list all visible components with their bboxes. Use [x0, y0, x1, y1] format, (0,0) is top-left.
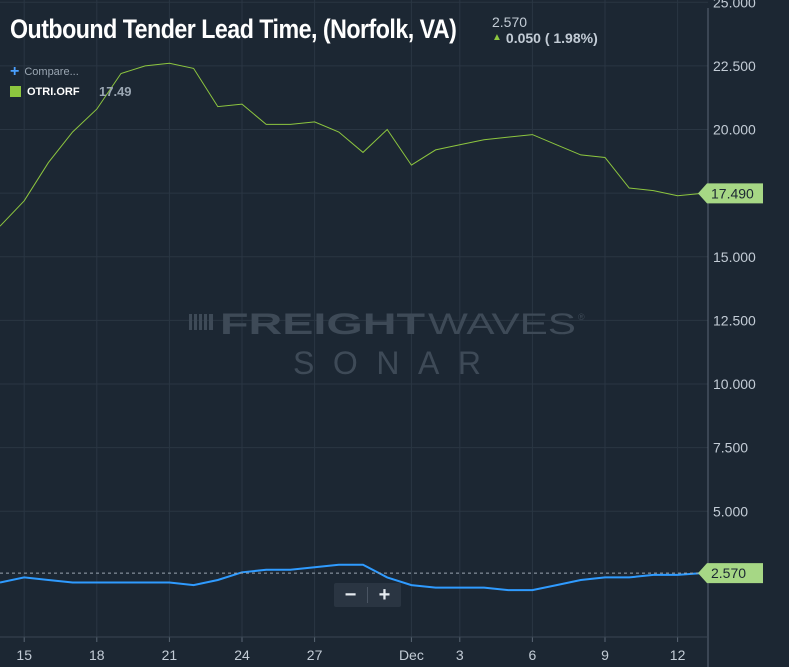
x-tick-label: Dec	[399, 647, 424, 663]
watermark-logo-icon	[189, 314, 213, 330]
last-value-tag	[698, 563, 763, 584]
series-line-otri-orf	[0, 62, 702, 227]
axes-layer: 5.0007.50010.00012.50015.00017.50020.000…	[0, 0, 763, 667]
zoom-controls: − +	[334, 583, 401, 607]
zoom-out-button[interactable]: −	[344, 583, 357, 606]
legend-series-name: OTRI.ORF	[27, 85, 80, 98]
compare-label: Compare...	[24, 66, 79, 78]
legend-swatch	[10, 86, 21, 97]
x-tick-label: 21	[162, 647, 178, 663]
last-value-tag-label: 17.490	[711, 185, 754, 201]
x-tick-label: 12	[670, 647, 686, 663]
watermark-line1-bold: FREIGHT	[220, 308, 425, 341]
x-tick-label: 24	[234, 647, 250, 663]
legend-series-value: 17.49	[99, 84, 132, 99]
y-tick-label: 7.500	[713, 440, 748, 456]
x-tick-label: 15	[16, 647, 32, 663]
y-tick-label: 22.500	[713, 58, 756, 74]
y-tick-label: 20.000	[713, 122, 756, 138]
zoom-in-button[interactable]: +	[378, 583, 391, 606]
legend-entry-otri-orf[interactable]: OTRI.ORF 17.49	[10, 84, 132, 99]
change-text: 0.050 ( 1.98%)	[505, 30, 598, 46]
y-tick-label: 25.000	[713, 0, 756, 10]
chart-title: Outbound Tender Lead Time, (Norfolk, VA)	[10, 14, 457, 44]
grid-lines	[0, 0, 708, 637]
last-value: 2.570	[492, 14, 528, 30]
last-value-tag	[698, 183, 763, 204]
y-tick-label: 5.000	[713, 503, 748, 519]
compare-button[interactable]: + Compare...	[10, 63, 132, 80]
watermark-line2: SONAR	[293, 345, 481, 381]
x-tick-label: 18	[89, 647, 105, 663]
series-layer	[0, 62, 708, 592]
x-tick-label: 3	[456, 647, 464, 663]
watermark: FREIGHT WAVES ® SONAR	[189, 308, 585, 381]
change-value: ▲ 0.050 ( 1.98%)	[492, 30, 598, 46]
x-tick-label: 27	[307, 647, 323, 663]
zoom-divider	[367, 587, 368, 603]
plus-icon: +	[10, 63, 20, 80]
x-tick-label: 6	[529, 647, 537, 663]
legend: + Compare... OTRI.ORF 17.49	[10, 63, 132, 99]
y-tick-label: 15.000	[713, 249, 756, 265]
watermark-registered-mark: ®	[578, 312, 585, 322]
y-tick-label: 12.500	[713, 312, 756, 328]
y-tick-label: 10.000	[713, 376, 756, 392]
up-arrow-icon: ▲	[492, 32, 502, 43]
series-line-secondary	[0, 563, 702, 592]
x-tick-label: 9	[601, 647, 609, 663]
watermark-line1-light: WAVES	[428, 308, 576, 341]
last-value-tag-label: 2.570	[711, 565, 746, 581]
chart-header: Outbound Tender Lead Time, (Norfolk, VA)…	[10, 14, 598, 46]
quote-block: 2.570 ▲ 0.050 ( 1.98%)	[492, 14, 598, 46]
